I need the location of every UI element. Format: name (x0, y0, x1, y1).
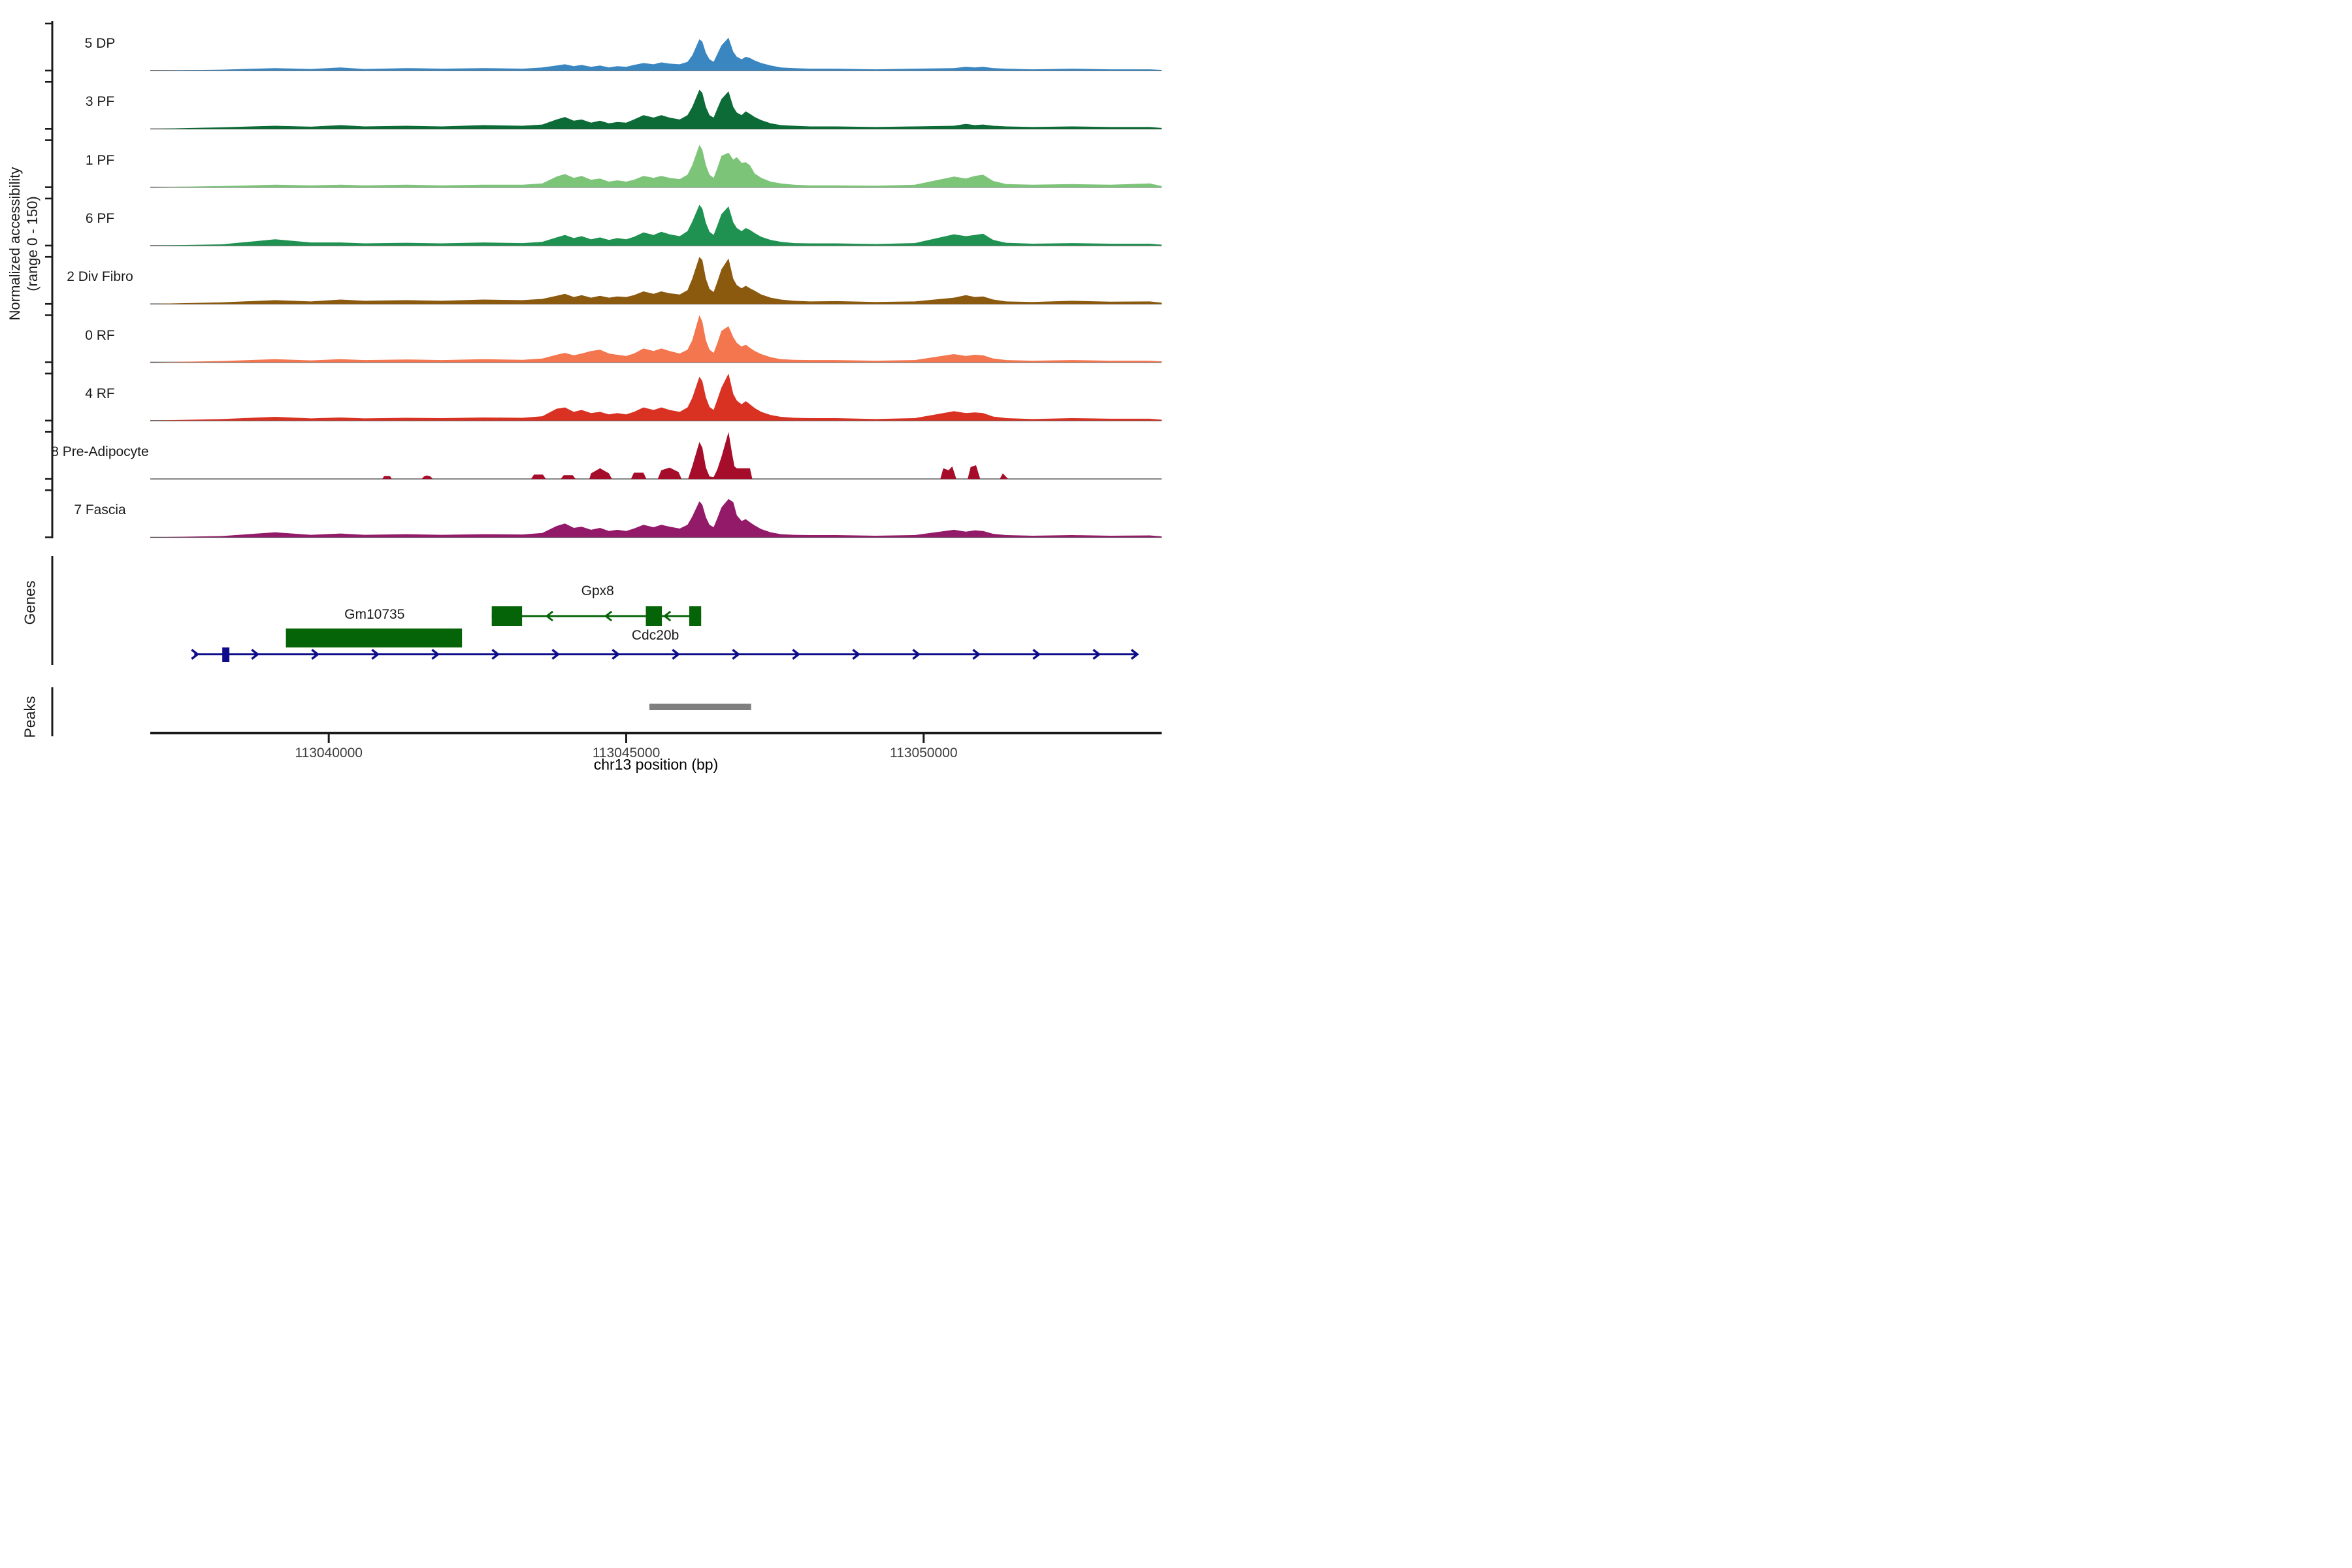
gene-name-gpx8: Gpx8 (581, 583, 614, 598)
gene-strand-arrow-right-cdc20b-15 (1032, 649, 1041, 660)
gene-strand-arrow-right-cdc20b-9 (672, 649, 681, 660)
track-label-6-pf: 6 PF (85, 210, 115, 226)
gene-strand-arrow-right-cdc20b-11 (792, 649, 801, 660)
gene-name-gm10735: Gm10735 (344, 607, 405, 622)
track-label-2-div-fibro: 2 Div Fibro (67, 269, 133, 285)
track-area-7-fascia (150, 498, 1162, 538)
gene-strand-arrow-right-cdc20b-end (1130, 649, 1139, 660)
gene-exon-gpx8-1 (491, 606, 523, 626)
gene-exon-gpx8-3 (689, 606, 702, 626)
gene-strand-arrow-right-cdc20b-14 (972, 649, 981, 660)
gene-strand-arrow-left-gpx8-3 (662, 610, 672, 622)
coverage-plot-svg (45, 21, 1162, 743)
gene-strand-arrow-right-cdc20b-1 (191, 649, 200, 660)
gene-strand-arrow-right-cdc20b-16 (1092, 649, 1102, 660)
gene-strand-arrow-right-cdc20b-7 (551, 649, 561, 660)
x-tick-label-113040000: 113040000 (295, 745, 363, 760)
gene-strand-arrow-right-cdc20b-13 (912, 649, 921, 660)
gene-strand-arrow-right-cdc20b-10 (732, 649, 741, 660)
track-area-5-dp (150, 37, 1162, 71)
gene-strand-arrow-right-cdc20b-5 (431, 649, 440, 660)
gene-exon-gpx8-2 (645, 606, 662, 626)
coverage-figure: Normalized accessibility (range 0 - 150)… (0, 0, 1176, 784)
gene-strand-arrow-right-cdc20b-4 (371, 649, 380, 660)
gene-strand-arrow-right-cdc20b-2 (251, 649, 260, 660)
track-area-4-rf (150, 373, 1162, 421)
y-axis-label: Normalized accessibility (range 0 - 150) (6, 0, 44, 492)
track-area-8-pre-adipocyte (150, 432, 1162, 480)
genes-section-label: Genes (21, 580, 39, 625)
x-tick-label-113050000: 113050000 (889, 745, 958, 760)
track-label-7-fascia: 7 Fascia (74, 502, 126, 518)
track-label-5-dp: 5 DP (84, 36, 116, 51)
peak-bar-1 (649, 704, 751, 710)
track-label-0-rf: 0 RF (85, 327, 115, 343)
track-area-6-pf (150, 204, 1162, 246)
track-area-3-pf (150, 90, 1162, 129)
gene-strand-arrow-right-cdc20b-6 (491, 649, 500, 660)
track-area-0-rf (150, 315, 1162, 363)
track-label-8-pre-adipocyte: 8 Pre-Adipocyte (51, 444, 149, 460)
y-axis-label-line1: Normalized accessibility (7, 167, 23, 321)
gene-name-cdc20b: Cdc20b (631, 628, 679, 643)
track-label-4-rf: 4 RF (85, 385, 115, 401)
x-axis-title: chr13 position (bp) (593, 756, 719, 773)
track-area-1-pf (150, 144, 1162, 188)
gene-strand-arrow-right-cdc20b-8 (612, 649, 621, 660)
gene-strand-arrow-left-gpx8-1 (545, 610, 553, 622)
gene-exon-gm10735-1 (286, 629, 463, 647)
track-label-3-pf: 3 PF (85, 94, 115, 110)
y-axis-label-line2: (range 0 - 150) (24, 196, 41, 291)
gene-strand-arrow-left-gpx8-2 (604, 610, 613, 622)
x-tick-label-113045000: 113045000 (592, 745, 661, 760)
track-label-1-pf: 1 PF (85, 152, 115, 168)
gene-strand-arrow-right-cdc20b-3 (311, 649, 320, 660)
gene-strand-arrow-right-cdc20b-12 (852, 649, 861, 660)
track-area-2-div-fibro (150, 257, 1162, 304)
gene-exon-cdc20b-1 (222, 647, 230, 662)
peaks-section-label: Peaks (21, 696, 39, 738)
